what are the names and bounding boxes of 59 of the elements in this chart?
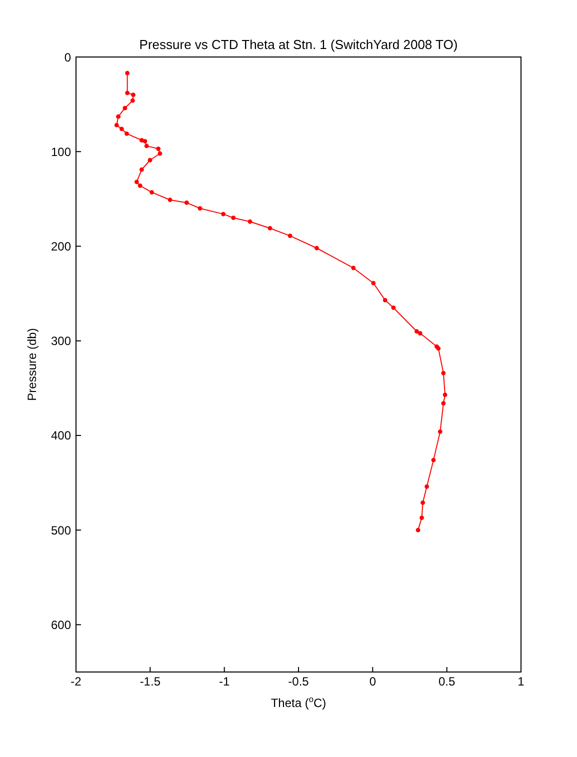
point <box>130 98 135 103</box>
point <box>351 266 356 270</box>
point <box>124 131 129 136</box>
point <box>438 429 442 434</box>
point <box>424 484 430 489</box>
y-tick-label: 0 <box>64 50 72 64</box>
y-tick-label: 500 <box>50 523 72 538</box>
x-tick-label: -2 <box>70 674 82 689</box>
point <box>142 139 148 144</box>
point <box>116 114 120 119</box>
y-tick-label: 200 <box>50 239 72 254</box>
point <box>168 198 172 202</box>
point <box>420 516 424 520</box>
point <box>184 200 189 205</box>
point <box>114 122 119 128</box>
point <box>420 500 426 505</box>
x-tick-label: 0 <box>369 674 376 689</box>
point <box>418 331 422 336</box>
point <box>134 180 139 184</box>
point <box>148 158 152 162</box>
point <box>150 190 154 194</box>
point <box>138 183 142 188</box>
point <box>119 126 124 132</box>
point <box>431 458 436 462</box>
y-axis-title: Pressure (db) <box>25 328 39 401</box>
point <box>131 92 136 98</box>
point <box>198 206 202 211</box>
y-tick-label: 100 <box>50 144 72 159</box>
point <box>416 528 420 532</box>
point <box>158 151 162 156</box>
point <box>382 298 388 302</box>
point <box>140 167 144 172</box>
y-tick-label: 600 <box>50 618 72 632</box>
x-tick-label: -1.5 <box>140 674 161 689</box>
chart-title: Pressure vs CTD Theta at Stn. 1 (SwitchYard 2008 TO) <box>139 37 458 52</box>
point <box>391 306 396 310</box>
x-axis-title: Theta ($^{o}$C) <box>270 694 326 710</box>
point <box>122 106 128 110</box>
point <box>248 219 252 224</box>
point <box>156 146 161 151</box>
point <box>441 370 446 376</box>
point <box>268 226 272 230</box>
x-tick-label: 1 <box>518 674 525 689</box>
point <box>414 329 419 334</box>
x-tick-label: -1 <box>218 674 230 689</box>
point <box>125 90 130 96</box>
point <box>231 216 236 220</box>
point <box>314 246 319 250</box>
point <box>144 144 149 148</box>
point <box>442 392 448 397</box>
point <box>125 70 130 76</box>
point <box>221 212 226 216</box>
point <box>441 401 446 406</box>
point <box>288 234 292 238</box>
y-tick-label: 400 <box>50 428 72 443</box>
x-tick-label: -0.5 <box>288 674 310 689</box>
x-tick-label: 0.5 <box>438 674 456 689</box>
y-tick-label: 300 <box>50 334 72 348</box>
point <box>371 280 376 286</box>
